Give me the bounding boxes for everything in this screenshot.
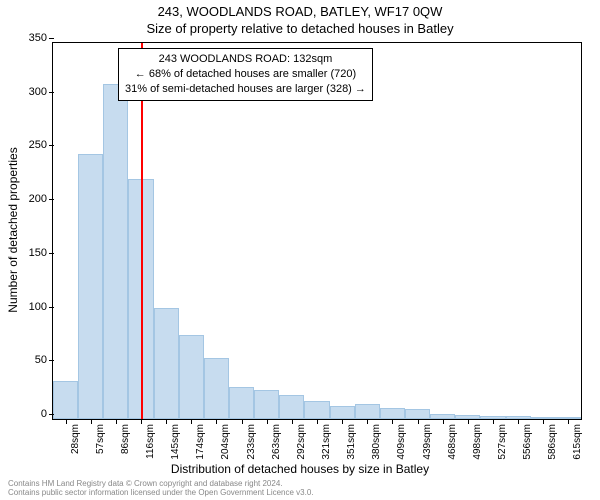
x-tick-label: 527sqm [497,424,508,460]
histogram-bar [229,387,254,419]
y-tick-label: 300 [17,86,47,98]
histogram-bar [455,415,480,419]
histogram-bar [430,414,455,419]
y-tick-label: 50 [17,354,47,366]
x-tick-label: 615sqm [572,424,583,460]
histogram-bar [254,390,279,419]
histogram-bar [531,417,556,419]
x-tick-label: 468sqm [447,424,458,460]
histogram-bar [480,416,505,419]
annotation-line3: 31% of semi-detached houses are larger (… [125,82,366,97]
x-tick-label: 321sqm [321,424,332,460]
y-tick-label: 100 [17,301,47,313]
x-tick-label: 145sqm [170,424,181,460]
x-tick-label: 116sqm [145,424,156,459]
histogram-bar [78,154,103,419]
histogram-bar [506,416,531,419]
x-tick-label: 439sqm [422,424,433,460]
x-axis-label: Distribution of detached houses by size … [0,462,600,476]
footer-line2: Contains public sector information licen… [8,488,314,498]
histogram-bar [154,308,179,419]
x-tick-label: 57sqm [95,424,106,454]
x-tick-label: 174sqm [195,424,206,460]
x-tick-label: 233sqm [246,424,257,460]
histogram-bar [330,406,355,419]
chart-main-title: 243, WOODLANDS ROAD, BATLEY, WF17 0QW [0,0,600,19]
y-tick-label: 350 [17,32,47,44]
histogram-bar [279,395,304,419]
y-tick-label: 250 [17,139,47,151]
footer-line1: Contains HM Land Registry data © Crown c… [8,479,314,489]
histogram-bar [103,84,128,419]
x-tick-label: 86sqm [120,424,131,454]
x-tick-label: 586sqm [547,424,558,460]
histogram-bar [179,335,204,419]
x-tick-label: 556sqm [522,424,533,460]
annotation-line2: ← 68% of detached houses are smaller (72… [125,67,366,82]
x-tick-label: 204sqm [220,424,231,460]
chart-sub-title: Size of property relative to detached ho… [0,19,600,36]
x-tick-label: 380sqm [371,424,382,460]
x-tick-label: 409sqm [396,424,407,460]
histogram-bar [405,409,430,419]
x-tick-label: 28sqm [70,424,81,454]
histogram-bar [355,404,380,419]
footer-attribution: Contains HM Land Registry data © Crown c… [8,479,314,498]
histogram-bar [380,408,405,419]
y-axis-label: Number of detached properties [6,147,20,312]
x-tick-label: 292sqm [296,424,307,460]
annotation-box: 243 WOODLANDS ROAD: 132sqm ← 68% of deta… [118,48,373,101]
histogram-bar [53,381,78,419]
histogram-bar [204,358,229,419]
x-tick-label: 351sqm [346,424,357,460]
y-tick-label: 200 [17,193,47,205]
x-tick-label: 498sqm [472,424,483,460]
plot-panel: 243 WOODLANDS ROAD: 132sqm ← 68% of deta… [52,42,582,420]
histogram-bar [304,401,329,419]
y-tick-label: 150 [17,247,47,259]
annotation-line1: 243 WOODLANDS ROAD: 132sqm [125,52,366,67]
histogram-bar [556,417,581,419]
x-tick-label: 263sqm [271,424,282,460]
y-tick-label: 0 [17,408,47,420]
